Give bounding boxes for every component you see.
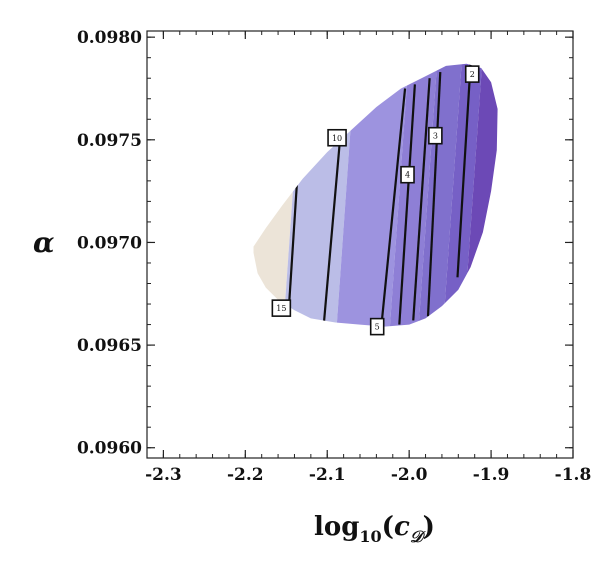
contour-line (287, 170, 299, 311)
contour-band (454, 63, 498, 327)
axis-ticks: -2.3 -2.2 -2.1 -2.0 -1.9 -1.8 0.0960 0.0965 0.09… (77, 28, 591, 485)
contour-label-box (428, 126, 443, 145)
x-tick-label: -2.1 (309, 465, 346, 485)
y-tick-label: 0.0960 (77, 439, 142, 459)
x-tick-label: -2.3 (145, 465, 182, 485)
contour-line (380, 88, 407, 327)
contour-label: 15 (276, 304, 286, 313)
contour-labels: 15 10 5 4 3 2 (271, 65, 480, 336)
contour-label-box (464, 65, 480, 83)
contour-line (426, 72, 442, 317)
contour-line (456, 63, 472, 278)
contour-line (412, 78, 431, 321)
contour-label-box (327, 128, 347, 147)
contour-label: 3 (433, 132, 438, 141)
contour-line (322, 135, 342, 323)
contour-label: 2 (470, 70, 475, 79)
contour-lines (287, 63, 472, 327)
y-axis-label: α (33, 226, 55, 259)
y-tick-label: 0.0970 (77, 233, 142, 253)
y-tick-label: 0.0965 (77, 336, 142, 356)
contour-label: 5 (375, 323, 380, 332)
contour-label: 10 (332, 134, 342, 143)
contour-label-box (369, 317, 385, 336)
x-axis-label: log10(c𝒟) (314, 512, 435, 546)
x-tick-label: -2.0 (391, 465, 428, 485)
contour-line (398, 84, 416, 325)
y-tick-label: 0.0975 (77, 131, 142, 151)
contour-label: 4 (405, 171, 410, 180)
y-tick-label: 0.0980 (77, 28, 142, 48)
contour-label-box (271, 299, 292, 317)
x-tick-label: -1.9 (473, 465, 510, 485)
contour-label-box (400, 165, 415, 184)
contour-band (409, 63, 464, 327)
x-tick-label: -1.8 (555, 465, 592, 485)
contour-band (327, 63, 411, 327)
x-tick-label: -2.2 (227, 465, 264, 485)
